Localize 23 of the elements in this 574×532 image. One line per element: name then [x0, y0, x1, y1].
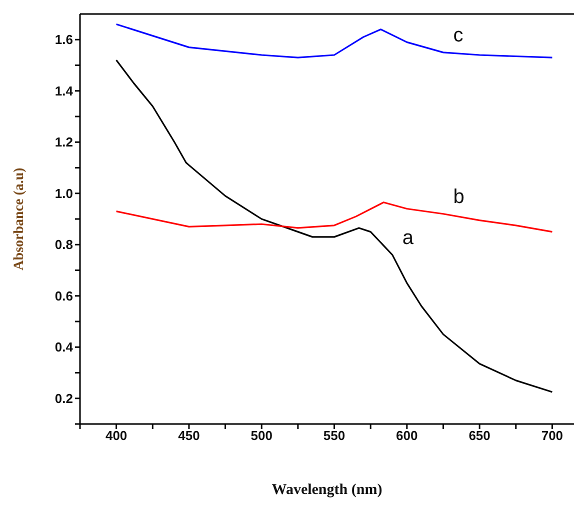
series-label: b	[453, 186, 464, 208]
x-tick-label: 650	[468, 428, 490, 444]
y-tick-label: 0.2	[54, 390, 73, 406]
x-tick-label: 450	[178, 428, 200, 444]
line-series	[116, 23, 554, 58]
x-axis-title: Wavelength (nm)	[272, 482, 382, 498]
x-tick-label: 700	[541, 428, 564, 444]
y-tick-label: 1.0	[54, 186, 73, 201]
y-tick-label: 1.4	[54, 83, 74, 98]
y-tick-label: 0.4	[54, 340, 74, 355]
x-tick-label: 500	[250, 428, 272, 444]
y-axis-title: Absorbance (a.u)	[12, 167, 27, 270]
series-label: c	[453, 24, 464, 47]
line-series	[116, 202, 554, 233]
x-tick-label: 550	[323, 428, 346, 444]
line-series	[116, 59, 554, 393]
series-label: a	[402, 227, 414, 250]
y-tick-label: 0.6	[54, 288, 73, 304]
y-tick-label: 1.6	[54, 32, 73, 48]
y-tick-label: 1.2	[54, 134, 73, 150]
x-tick-label: 400	[105, 428, 128, 444]
x-tick-label: 600	[396, 428, 418, 444]
y-tick-label: 0.8	[54, 237, 73, 252]
